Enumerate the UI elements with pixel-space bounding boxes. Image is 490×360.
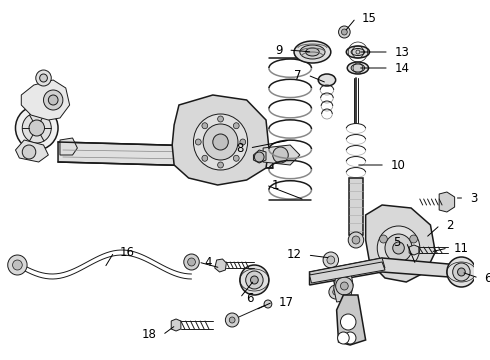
Text: 17: 17 [279, 296, 294, 309]
Circle shape [410, 235, 417, 243]
Polygon shape [172, 95, 269, 185]
Circle shape [225, 313, 239, 327]
Circle shape [40, 74, 48, 82]
Circle shape [348, 232, 364, 248]
Ellipse shape [346, 46, 369, 58]
Circle shape [327, 256, 335, 264]
Circle shape [8, 255, 27, 275]
Circle shape [184, 254, 199, 270]
Text: 12: 12 [287, 248, 302, 261]
Ellipse shape [300, 45, 325, 59]
Text: 4: 4 [204, 256, 212, 269]
Ellipse shape [351, 64, 365, 72]
Circle shape [36, 70, 51, 86]
Polygon shape [253, 150, 266, 163]
Polygon shape [60, 138, 77, 155]
Circle shape [338, 332, 349, 344]
Ellipse shape [347, 62, 368, 74]
Circle shape [194, 114, 247, 170]
Circle shape [453, 263, 470, 281]
Text: 2: 2 [446, 219, 453, 231]
Circle shape [329, 285, 343, 299]
Circle shape [394, 262, 402, 270]
Circle shape [196, 139, 201, 145]
Polygon shape [337, 295, 366, 345]
Text: 3: 3 [470, 192, 477, 204]
Circle shape [250, 276, 258, 284]
Circle shape [245, 271, 263, 289]
Polygon shape [439, 192, 455, 212]
Polygon shape [310, 262, 385, 283]
Polygon shape [349, 178, 363, 235]
Circle shape [218, 162, 223, 168]
Circle shape [16, 106, 58, 150]
Polygon shape [16, 140, 49, 162]
Text: 8: 8 [236, 141, 244, 154]
Circle shape [341, 314, 356, 330]
Circle shape [22, 113, 51, 143]
Circle shape [458, 268, 466, 276]
Circle shape [333, 289, 339, 295]
Polygon shape [215, 259, 226, 272]
Circle shape [218, 116, 223, 122]
Text: 6: 6 [245, 292, 253, 305]
Text: 9: 9 [275, 44, 282, 57]
Circle shape [392, 242, 404, 254]
Text: 15: 15 [362, 12, 377, 24]
Circle shape [377, 226, 420, 270]
Circle shape [188, 258, 196, 266]
Circle shape [336, 277, 353, 295]
Polygon shape [263, 145, 300, 165]
Circle shape [352, 236, 360, 244]
Polygon shape [409, 245, 419, 255]
Circle shape [380, 235, 387, 243]
Polygon shape [366, 205, 435, 282]
Circle shape [203, 124, 238, 160]
Circle shape [29, 120, 45, 136]
Circle shape [22, 145, 36, 159]
Ellipse shape [318, 74, 336, 86]
Circle shape [323, 252, 339, 268]
Circle shape [240, 265, 269, 295]
Polygon shape [310, 258, 385, 280]
Text: 13: 13 [394, 45, 410, 59]
Text: 7: 7 [294, 68, 302, 81]
Text: 14: 14 [394, 62, 410, 75]
Circle shape [339, 26, 350, 38]
Ellipse shape [306, 48, 319, 56]
Ellipse shape [294, 41, 331, 63]
Circle shape [273, 147, 288, 163]
Polygon shape [171, 319, 181, 331]
Polygon shape [21, 80, 70, 120]
Circle shape [447, 257, 476, 287]
Circle shape [229, 317, 235, 323]
Circle shape [213, 134, 228, 150]
Polygon shape [58, 142, 273, 168]
Circle shape [341, 282, 348, 290]
Circle shape [342, 29, 347, 35]
Circle shape [344, 332, 356, 344]
Circle shape [44, 90, 63, 110]
Circle shape [385, 234, 412, 262]
Ellipse shape [351, 49, 365, 55]
Polygon shape [334, 268, 353, 302]
Text: 10: 10 [391, 158, 406, 171]
Circle shape [49, 95, 58, 105]
Text: 5: 5 [393, 235, 400, 248]
Text: 1: 1 [272, 179, 279, 192]
Text: 6: 6 [485, 271, 490, 284]
Circle shape [202, 123, 208, 129]
Circle shape [240, 139, 245, 145]
Circle shape [233, 155, 239, 161]
Circle shape [13, 260, 22, 270]
Polygon shape [310, 258, 463, 285]
Text: 11: 11 [454, 242, 468, 255]
Circle shape [264, 300, 272, 308]
Circle shape [233, 123, 239, 129]
Circle shape [202, 155, 208, 161]
Text: 16: 16 [120, 246, 135, 258]
Circle shape [254, 152, 264, 162]
Text: 18: 18 [142, 328, 157, 342]
